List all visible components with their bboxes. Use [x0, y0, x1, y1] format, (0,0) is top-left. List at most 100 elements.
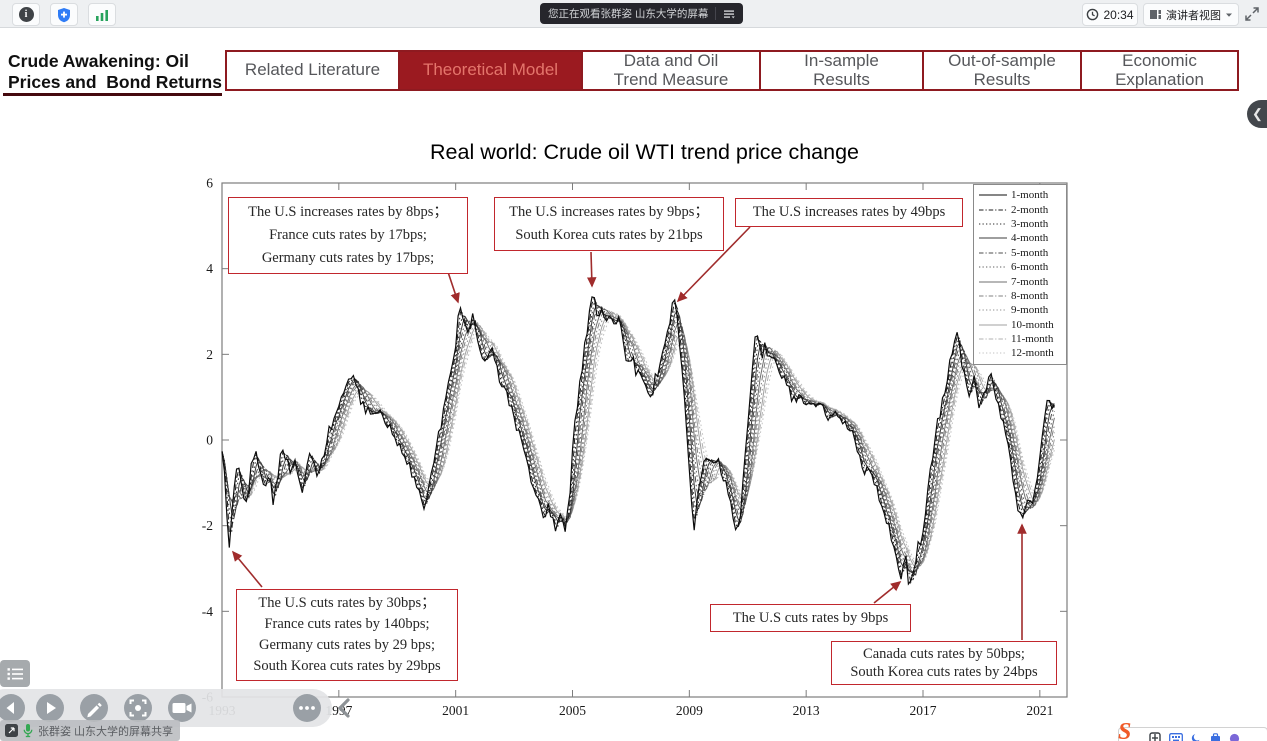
svg-text:2021: 2021 — [1026, 703, 1053, 718]
svg-text:2013: 2013 — [793, 703, 820, 718]
list-icon — [7, 667, 23, 680]
annotation-box-6: Canada cuts rates by 50bps; South Korea c… — [831, 641, 1057, 685]
legend-item-5-month: 5-month — [978, 246, 1066, 260]
legend-line-sample — [979, 309, 1007, 311]
meeting-time-button[interactable]: 20:34 — [1082, 3, 1138, 26]
tab-label: Related Literature — [244, 60, 381, 80]
shield-plus-icon — [58, 7, 70, 22]
legend-item-3-month: 3-month — [978, 217, 1066, 231]
legend-label: 3-month — [1011, 217, 1049, 230]
annotation-line: South Korea cuts rates by 29bps — [253, 658, 441, 674]
legend-line-sample — [979, 223, 1007, 225]
slide-nav-tabs: Related Literature Theoretical Model Data … — [225, 50, 1239, 91]
expand-arrows-icon — [1245, 7, 1259, 21]
more-dots-icon — [299, 706, 315, 710]
legend-line-sample — [979, 295, 1007, 297]
ime-moon-icon[interactable] — [1191, 733, 1202, 741]
play-icon — [47, 702, 56, 714]
previous-button[interactable] — [0, 694, 25, 722]
legend-line-sample — [979, 352, 1007, 355]
annotation-line: Canada cuts rates by 50bps; — [863, 646, 1025, 662]
annotation-box-3: The U.S increases rates by 49bps — [735, 198, 963, 227]
legend-item-1-month: 1-month — [978, 188, 1066, 202]
collapse-toolbar-button[interactable] — [335, 697, 353, 719]
chart-legend: 1-month 2-month 3-month 4-month 5-month 6-mon… — [973, 184, 1067, 365]
legend-item-10-month: 10-month — [978, 318, 1066, 332]
annotation-line: Germany cuts rates by 29 bps; — [259, 637, 435, 653]
annotation-box-2: The U.S increases rates by 9bps； South Ko… — [494, 197, 724, 251]
deck-title-underline — [3, 93, 222, 96]
speaker-view-button[interactable]: 演讲者视图 — [1143, 3, 1239, 26]
tab-label: Trend Measure — [613, 69, 729, 89]
camera-button[interactable] — [168, 694, 196, 722]
ime-toolbox-icon[interactable] — [1210, 732, 1221, 741]
legend-item-8-month: 8-month — [978, 289, 1066, 303]
tab-theoretical-model[interactable]: Theoretical Model — [398, 50, 583, 91]
meeting-info-button[interactable]: i — [12, 3, 40, 26]
slide-header: Crude Awakening: Oil Prices and Bond Ret… — [0, 27, 1267, 100]
legend-label: 4-month — [1011, 232, 1049, 245]
chart-title: Real world: Crude oil WTI trend price ch… — [430, 140, 859, 164]
annotation-line: The U.S increases rates by 8bps； — [248, 204, 448, 220]
annotation-line: Germany cuts rates by 17bps; — [261, 250, 435, 266]
tab-label: Results — [813, 69, 870, 89]
legend-label: 7-month — [1011, 275, 1049, 288]
panel-collapse-handle[interactable]: ❮ — [1247, 100, 1267, 128]
svg-text:2: 2 — [206, 347, 213, 362]
ime-circle-icon[interactable] — [1229, 733, 1240, 741]
screen-share-icon — [5, 724, 18, 737]
chevron-left-icon: ❮ — [1252, 106, 1263, 121]
legend-line-sample — [979, 252, 1007, 254]
security-shield-button[interactable] — [50, 3, 78, 26]
legend-line-sample — [979, 338, 1007, 340]
input-method-bar: S — [1118, 719, 1267, 741]
ime-mode-icon[interactable] — [1149, 732, 1161, 741]
legend-label: 5-month — [1011, 246, 1049, 259]
legend-line-sample — [979, 266, 1007, 268]
tab-related-literature[interactable]: Related Literature — [225, 50, 400, 91]
legend-item-11-month: 11-month — [978, 332, 1066, 346]
tab-out-of-sample-results[interactable]: Out-of-sample Results — [922, 50, 1082, 91]
legend-item-2-month: 2-month — [978, 202, 1066, 216]
annotate-button[interactable] — [80, 694, 108, 722]
more-options-button[interactable] — [293, 694, 321, 722]
share-source-caption: 张群姿 山东大学的屏幕共享 — [0, 720, 181, 741]
legend-item-9-month: 9-month — [978, 303, 1066, 317]
legend-item-12-month: 12-month — [978, 346, 1066, 360]
legend-label: 1-month — [1011, 189, 1049, 202]
speaker-view-label: 演讲者视图 — [1166, 9, 1221, 22]
annotation-list-button[interactable] — [0, 660, 30, 687]
svg-text:-4: -4 — [202, 604, 213, 619]
watching-menu-button[interactable] — [715, 7, 736, 20]
ime-keyboard-icon[interactable] — [1169, 732, 1183, 741]
play-button[interactable] — [36, 694, 64, 722]
legend-line-sample — [979, 324, 1007, 326]
microphone-icon — [23, 724, 33, 738]
tab-data-and-oil-trend-measure[interactable]: Data and Oil Trend Measure — [581, 50, 761, 91]
svg-text:2009: 2009 — [676, 703, 703, 718]
legend-line-sample — [979, 209, 1007, 211]
svg-text:-2: -2 — [202, 518, 213, 533]
annotation-line: The U.S increases rates by 9bps； — [509, 204, 709, 220]
svg-text:4: 4 — [206, 261, 213, 276]
watching-status-pill: 您正在观看张群姿 山东大学的屏幕 — [540, 3, 744, 24]
video-camera-icon — [172, 703, 192, 713]
annotation-box-5: The U.S cuts rates by 9bps — [710, 604, 911, 632]
network-quality-button[interactable] — [88, 3, 116, 26]
fullscreen-button[interactable] — [1243, 5, 1261, 23]
annotation-box-1: The U.S increases rates by 8bps； France c… — [228, 197, 468, 274]
legend-label: 10-month — [1011, 318, 1054, 331]
tab-in-sample-results[interactable]: In-sample Results — [759, 50, 924, 91]
annotation-box-4: The U.S cuts rates by 30bps； France cuts … — [236, 589, 458, 681]
tab-economic-explanation[interactable]: Economic Explanation — [1080, 50, 1239, 91]
focus-mode-button[interactable] — [124, 694, 152, 722]
pencil-icon — [87, 702, 102, 718]
tab-label: Out-of-sample — [948, 51, 1056, 70]
annotation-line: The U.S increases rates by 49bps — [752, 204, 946, 220]
back-arrow-icon — [6, 702, 14, 714]
clock-icon — [1087, 8, 1099, 21]
ime-logo-icon: S — [1118, 719, 1132, 741]
tab-label: Explanation — [1115, 69, 1204, 89]
deck-title-line1: Crude Awakening: Oil — [8, 51, 189, 71]
